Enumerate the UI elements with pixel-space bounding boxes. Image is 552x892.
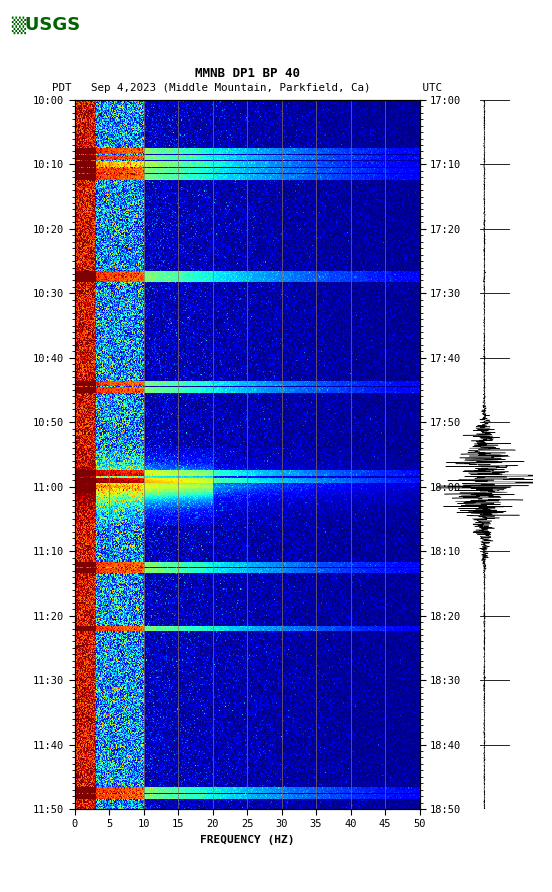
X-axis label: FREQUENCY (HZ): FREQUENCY (HZ) [200, 835, 294, 845]
Text: PDT   Sep 4,2023 (Middle Mountain, Parkfield, Ca)        UTC: PDT Sep 4,2023 (Middle Mountain, Parkfie… [52, 83, 442, 93]
Text: ▒USGS: ▒USGS [11, 16, 80, 34]
Text: MMNB DP1 BP 40: MMNB DP1 BP 40 [194, 67, 300, 80]
